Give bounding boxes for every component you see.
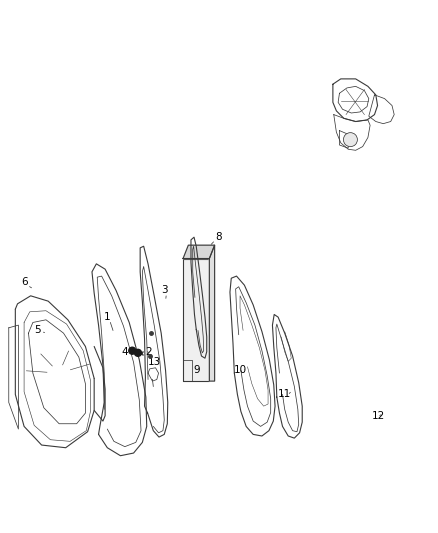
Text: 3: 3 (161, 286, 168, 295)
Text: 5: 5 (34, 326, 41, 335)
Text: 9: 9 (194, 366, 201, 375)
Text: 1: 1 (104, 312, 111, 322)
Text: 8: 8 (215, 232, 222, 242)
Text: 13: 13 (148, 358, 161, 367)
Text: 11: 11 (278, 390, 291, 399)
Circle shape (129, 347, 136, 354)
Text: 6: 6 (21, 278, 28, 287)
Bar (183, 259, 209, 381)
Polygon shape (209, 245, 215, 381)
Circle shape (134, 349, 141, 357)
Circle shape (343, 133, 357, 147)
Text: 2: 2 (145, 347, 152, 357)
Polygon shape (183, 245, 215, 259)
Text: 4: 4 (121, 347, 128, 357)
Text: 12: 12 (372, 411, 385, 421)
Text: 10: 10 (233, 366, 247, 375)
